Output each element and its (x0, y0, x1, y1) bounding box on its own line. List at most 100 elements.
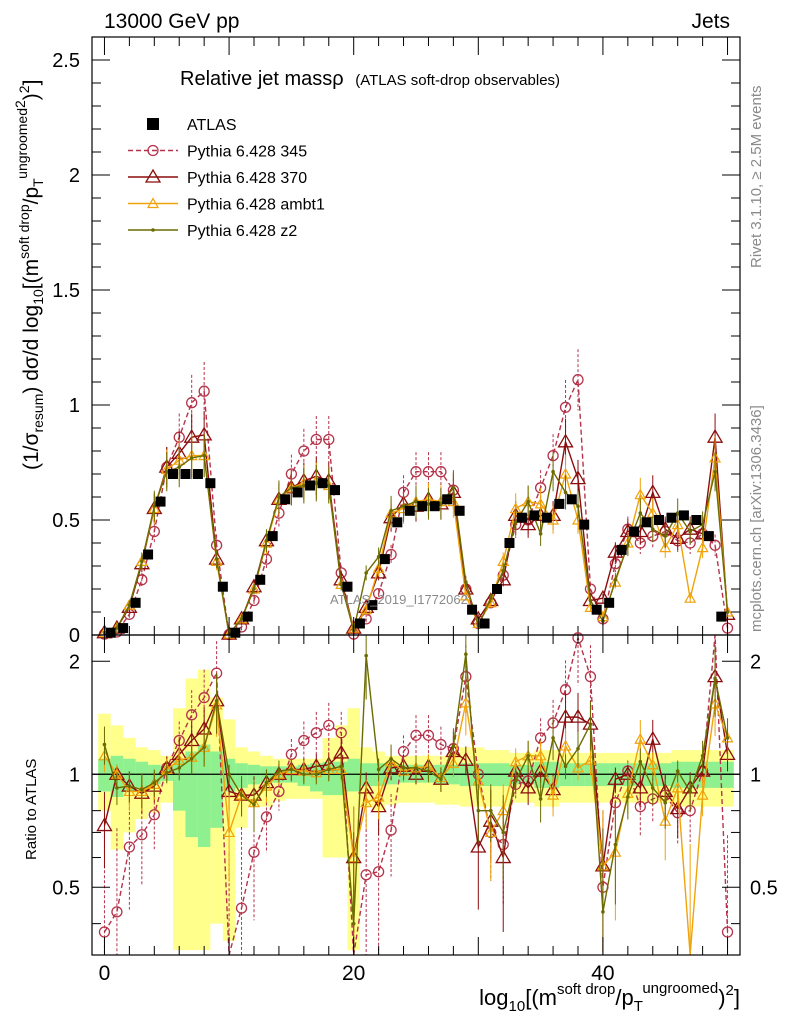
series-2-main-point (520, 516, 537, 531)
series-3-main-point (534, 497, 547, 509)
series-2-main-point (569, 470, 587, 485)
series-4-ratio-point (152, 780, 157, 785)
ratio-y-tick-label-right: 1 (750, 764, 761, 786)
ratio-y-tick-label: 1 (69, 764, 80, 786)
series-4-ratio-point (451, 744, 456, 748)
series-1-ratio-point (123, 841, 136, 853)
header-right-label: Jets (691, 10, 730, 33)
series-4-main-point (339, 582, 344, 587)
series-4-ratio-point (688, 789, 692, 794)
series-2-ratio-point (644, 730, 661, 745)
series-4-ratio-point (264, 780, 269, 785)
chart-title: Relative jet massρ (ATLAS soft-drop obse… (180, 68, 560, 90)
atlas-data-point (180, 469, 191, 479)
series-4-ratio-point (189, 756, 194, 761)
ratio-y-axis-label: Ratio to ATLAS (23, 759, 40, 860)
series-4-main-point (302, 483, 306, 488)
ratio-band-green-bin (98, 758, 111, 792)
legend-entry: Pythia 6.428 ambt1 (128, 197, 325, 214)
series-4-main-point (376, 555, 381, 559)
series-2-ratio-point (520, 779, 537, 794)
series-4-ratio-point (314, 772, 319, 777)
series-4-ratio-point (513, 779, 518, 783)
series-2-main-point (669, 530, 686, 545)
main-y-tick-label: 2 (69, 165, 80, 187)
series-4-ratio-point (488, 808, 493, 813)
series-4-ratio-point (326, 767, 331, 772)
atlas-data-point (678, 510, 689, 521)
series-3-ratio-point (459, 696, 472, 708)
series-4-main-point (638, 511, 643, 515)
main-y-axis-label: (1/σresum) dσ/d log10[(msoft drop/pTungr… (12, 80, 46, 470)
series-1-main-point (410, 466, 422, 478)
series-4-ratio-point (538, 797, 543, 801)
series-1-ratio-point (260, 811, 273, 823)
legend-entry: Pythia 6.428 345 (128, 144, 307, 161)
series-4-ratio-point (252, 802, 256, 807)
atlas-data-point (217, 581, 228, 592)
x-tick-label: 0 (99, 962, 111, 985)
atlas-data-point (168, 469, 178, 479)
series-1-ratio-point (273, 785, 285, 798)
series-3-main-point (571, 513, 585, 525)
atlas-data-point (230, 627, 241, 638)
series-3-ratio-point (559, 739, 572, 751)
atlas-data-point (130, 597, 141, 608)
series-4-main-point (588, 598, 593, 603)
ratio-data-layer (96, 632, 736, 956)
series-4-main-point (264, 538, 269, 543)
series-2-main-point (594, 589, 612, 604)
series-4-ratio-point (464, 652, 468, 656)
series-4-ratio-point (650, 786, 655, 790)
atlas-data-point (541, 512, 552, 523)
legend: ATLAS Pythia 6.428 345 Pythia 6.428 370 Pyt… (128, 117, 325, 240)
series-3-main-point (459, 589, 472, 601)
series-4-ratio-point (601, 910, 605, 914)
series-1-main-point (323, 433, 335, 446)
series-3-ratio-point (447, 757, 460, 768)
atlas-data-point (379, 554, 390, 565)
series-3-ratio-point (534, 749, 547, 761)
series-1-main-point (709, 539, 721, 551)
series-4-main-point (551, 469, 555, 474)
atlas-data-point (367, 600, 378, 611)
atlas-data-point (529, 510, 540, 521)
atlas-data-point (354, 618, 365, 629)
series-1-main-point (198, 385, 210, 397)
ratio-band-green-bin (197, 744, 211, 848)
series-3-ratio-point (372, 790, 385, 802)
ratio-bands (98, 669, 734, 951)
series-4-ratio-point (339, 764, 344, 769)
series-4-ratio-point (351, 921, 356, 926)
series-4-ratio-point (439, 777, 443, 782)
series-4-main-point (326, 483, 331, 488)
series-2-ratio-point (632, 779, 649, 794)
series-3-main-point (684, 591, 697, 603)
series-3-ratio-point (696, 788, 709, 800)
ratio-plot-frame (91, 634, 741, 956)
series-3-ratio-point (360, 796, 373, 808)
series-4-ratio-point (389, 756, 393, 761)
atlas-data-point (305, 480, 316, 491)
series-1-ratio-line (103, 634, 729, 956)
series-4-ratio-point (725, 736, 730, 740)
series-4-ratio-point (302, 772, 306, 777)
ratio-y-tick-label-right: 2 (750, 651, 761, 673)
series-4-main-point (140, 559, 144, 564)
legend-marker (147, 144, 159, 157)
series-2-ratio-point (607, 770, 624, 785)
atlas-data-point (280, 494, 291, 505)
series-4-main-point (501, 568, 506, 573)
series-4-main-point (526, 499, 530, 504)
series-4-main-point (513, 520, 518, 525)
x-tick-label: 20 (342, 962, 365, 985)
series-4-ratio-point (277, 769, 281, 773)
atlas-data-point (554, 498, 565, 509)
series-4-main-point (725, 610, 730, 614)
chart-title-main: Relative jet massρ (180, 68, 344, 90)
svg-text:(1/σresum) dσ/d log10[(msoft d: (1/σresum) dσ/d log10[(msoft drop/pTungr… (12, 80, 46, 470)
series-1-ratio-point (422, 729, 435, 741)
series-3-ratio-point (571, 761, 585, 773)
ratio-band-green-bin (347, 758, 360, 792)
atlas-data-point (504, 538, 515, 548)
